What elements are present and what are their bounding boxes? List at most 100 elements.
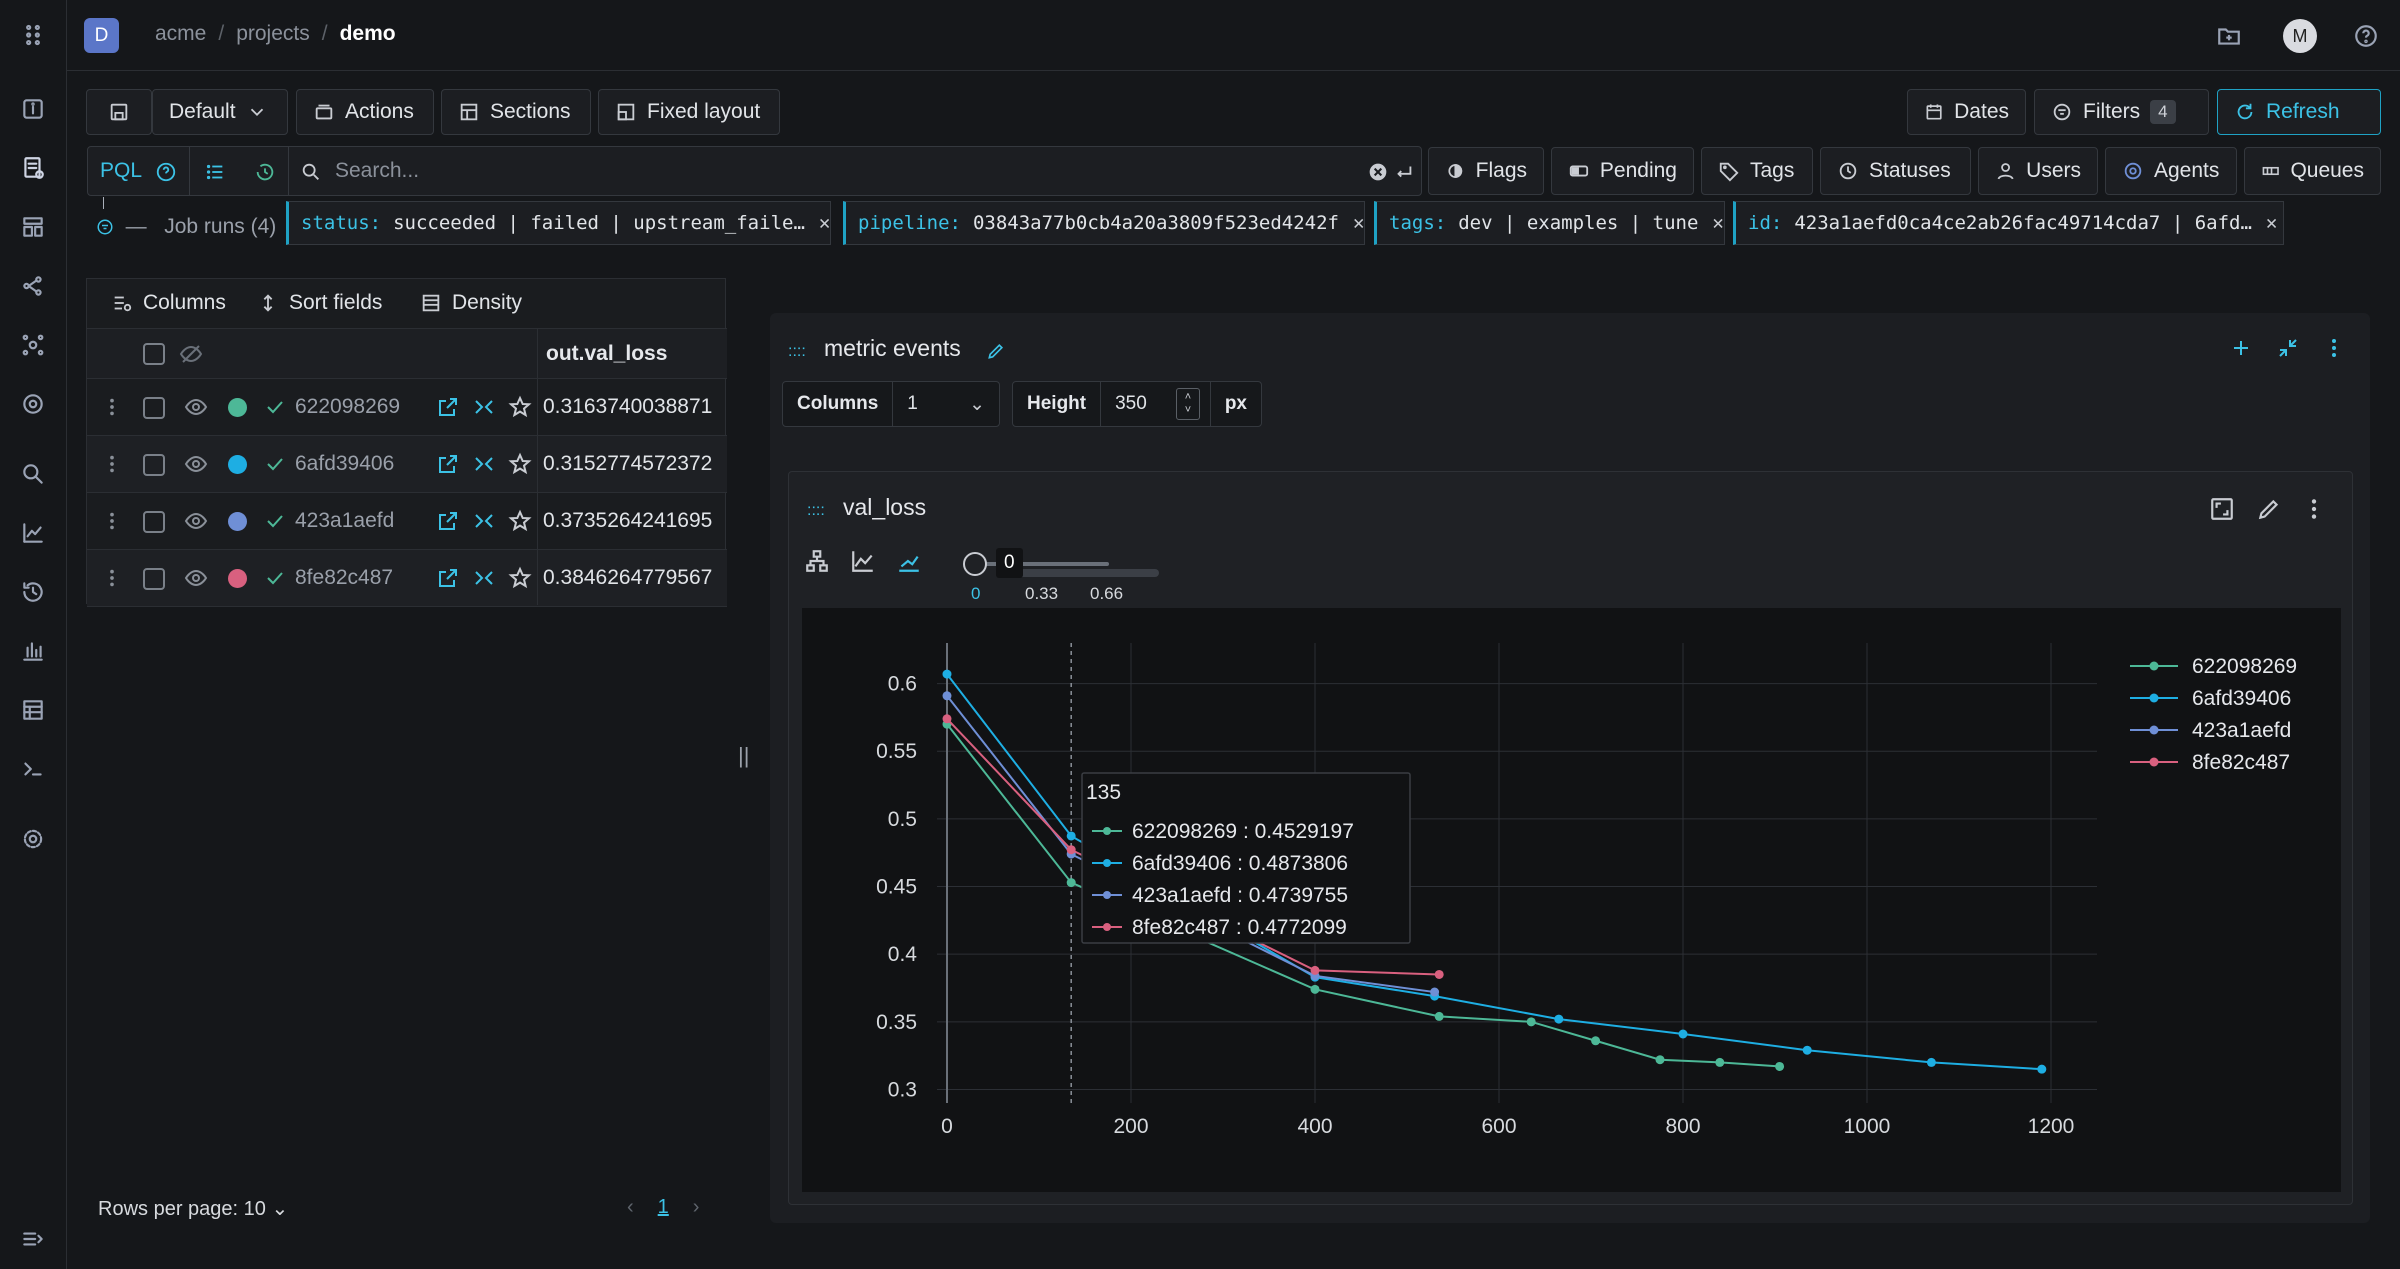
drag-handle-icon[interactable] [105, 453, 119, 475]
bar-chart-icon[interactable] [14, 632, 52, 670]
run-id[interactable]: 423a1aefd [295, 509, 395, 532]
avatar[interactable]: M [2283, 19, 2317, 53]
select-all-checkbox[interactable] [143, 343, 165, 365]
external-link-icon[interactable] [436, 509, 460, 533]
row-checkbox[interactable] [143, 568, 165, 590]
filters-button[interactable]: Filters 4 [2034, 89, 2209, 135]
compare-icon[interactable] [472, 395, 496, 419]
run-id[interactable]: 6afd39406 [295, 452, 395, 475]
filter-chip-status[interactable]: status: succeeded | failed | upstream_fai… [286, 201, 831, 245]
height-stepper[interactable]: ˄ ˅ [1176, 388, 1200, 420]
table-row[interactable]: 8fe82c487 0.3846264779567 [87, 550, 727, 607]
collapse-panel-icon[interactable] [2276, 336, 2300, 360]
apps-grid-icon[interactable] [14, 16, 52, 54]
sort-fields-button[interactable]: Sort fields [257, 291, 382, 315]
more-icon[interactable] [2322, 336, 2346, 360]
breadcrumb-projects[interactable]: projects [236, 22, 310, 45]
filter-chip-tags[interactable]: tags: dev | examples | tune ✕ [1374, 201, 1725, 245]
add-icon[interactable] [2229, 336, 2253, 360]
history-icon[interactable] [14, 573, 52, 611]
row-checkbox[interactable] [143, 511, 165, 533]
columns-button[interactable]: Columns [111, 291, 226, 315]
users-button[interactable]: Users [1978, 147, 2098, 195]
filter-chip-id[interactable]: id: 423a1aefd0ca4ce2ab26fac49714cda7 | 6a… [1733, 201, 2284, 245]
val-loss-chart[interactable]: 0 200 400 600 800 1000 1200 0.3 0.35 0.4 0.45 0.5 0.… [802, 608, 2341, 1192]
eye-icon[interactable] [184, 395, 208, 419]
pql-mode-label[interactable]: PQL [100, 159, 143, 182]
history-search-icon[interactable] [254, 161, 276, 183]
columns-select[interactable]: Columns 1 ⌄ [782, 381, 1000, 427]
row-checkbox[interactable] [143, 454, 165, 476]
eye-icon[interactable] [184, 452, 208, 476]
dates-button[interactable]: Dates [1907, 89, 2026, 135]
runs-icon[interactable] [14, 149, 52, 187]
actions-button[interactable]: Actions [296, 89, 434, 135]
refresh-button[interactable]: Refresh [2217, 89, 2381, 135]
slider-handle[interactable] [963, 552, 987, 576]
height-input[interactable]: 350 [1115, 393, 1147, 414]
fixed-layout-button[interactable]: Fixed layout [598, 89, 780, 135]
compare-icon[interactable] [472, 566, 496, 590]
run-id[interactable]: 622098269 [295, 395, 401, 418]
queues-button[interactable]: Queues [2244, 147, 2381, 195]
agents-button[interactable]: Agents [2105, 147, 2237, 195]
statuses-button[interactable]: Statuses [1820, 147, 1971, 195]
close-icon[interactable]: ✕ [1353, 212, 1365, 234]
plot-area[interactable]: 0 200 400 600 800 1000 1200 0.3 0.35 0.4 0.45 0.5 0.… [802, 608, 2341, 1192]
eye-off-icon[interactable] [178, 342, 204, 366]
lineage-icon[interactable] [14, 267, 52, 305]
area-chart-icon[interactable] [850, 548, 876, 574]
sections-button[interactable]: Sections [441, 89, 591, 135]
drag-handle-icon[interactable]: :::: [807, 502, 825, 519]
search-zoom-icon[interactable] [14, 455, 52, 493]
help-circle-icon[interactable] [155, 161, 177, 183]
drag-handle-icon[interactable] [105, 396, 119, 418]
expand-sidebar-icon[interactable] [14, 1220, 52, 1258]
agents-icon[interactable] [14, 326, 52, 364]
table-row[interactable]: 622098269 0.3163740038871 [87, 379, 727, 436]
eye-icon[interactable] [184, 566, 208, 590]
filter-chip-pipeline[interactable]: pipeline: 03843a77b0cb4a20a3809f523ed4242… [843, 201, 1365, 245]
close-icon[interactable]: ✕ [818, 212, 831, 234]
terminal-icon[interactable] [14, 750, 52, 788]
fullscreen-icon[interactable] [2209, 496, 2235, 522]
table-row[interactable]: 423a1aefd 0.3735264241695 [87, 493, 727, 550]
settings-icon[interactable] [14, 820, 52, 858]
close-icon[interactable]: ✕ [1712, 212, 1724, 234]
star-icon[interactable] [508, 566, 532, 590]
smoothing-slider[interactable] [969, 562, 1109, 566]
eye-icon[interactable] [184, 509, 208, 533]
preset-select[interactable]: Default [152, 89, 288, 135]
resize-handle-icon[interactable]: || [738, 743, 750, 768]
clear-search-icon[interactable] [1368, 162, 1388, 182]
star-icon[interactable] [508, 452, 532, 476]
page-number[interactable]: 1 [657, 1196, 669, 1218]
hierarchy-icon[interactable] [804, 548, 830, 574]
next-page-icon[interactable]: › [692, 1196, 700, 1218]
drag-handle-icon[interactable] [105, 510, 119, 532]
edit-icon[interactable] [986, 341, 1006, 361]
add-folder-icon[interactable] [2211, 18, 2247, 54]
drag-handle-icon[interactable]: :::: [788, 343, 806, 360]
breadcrumb-project[interactable]: demo [339, 22, 396, 45]
tags-button[interactable]: Tags [1701, 147, 1813, 195]
pending-button[interactable]: Pending [1551, 147, 1694, 195]
enter-icon[interactable] [1393, 161, 1415, 183]
save-preset-button[interactable] [86, 89, 152, 135]
compare-icon[interactable] [472, 509, 496, 533]
compare-icon[interactable] [472, 452, 496, 476]
search-input[interactable] [335, 156, 1335, 186]
analytics-icon[interactable] [14, 514, 52, 552]
density-button[interactable]: Density [420, 291, 522, 315]
line-chart-icon[interactable] [896, 548, 922, 574]
help-icon[interactable] [2348, 18, 2384, 54]
external-link-icon[interactable] [436, 566, 460, 590]
table-row[interactable]: 6afd39406 0.3152774572372 [87, 436, 727, 493]
row-checkbox[interactable] [143, 397, 165, 419]
close-icon[interactable]: ✕ [2265, 212, 2278, 234]
run-id[interactable]: 8fe82c487 [295, 566, 394, 589]
external-link-icon[interactable] [436, 395, 460, 419]
org-badge[interactable]: D [84, 18, 119, 53]
star-icon[interactable] [508, 395, 532, 419]
more-icon[interactable] [2301, 496, 2327, 522]
